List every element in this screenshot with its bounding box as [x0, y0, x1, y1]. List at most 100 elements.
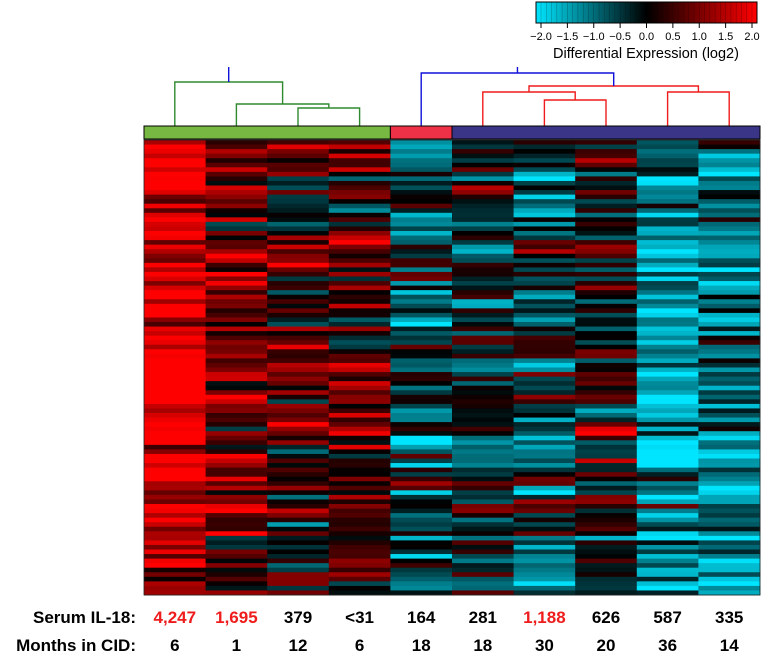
heatmap-cell: [513, 403, 576, 409]
heatmap-cell: [267, 540, 330, 546]
heatmap-cell: [205, 576, 268, 582]
heatmap-cell: [698, 408, 761, 414]
heatmap-cell: [144, 340, 206, 346]
heatmap-cell: [452, 285, 514, 291]
heatmap-cell: [513, 453, 576, 459]
months-in-cid-value: 18: [473, 636, 492, 655]
heatmap-cell: [390, 149, 453, 155]
heatmap-cell: [328, 467, 391, 473]
heatmap-cell: [144, 281, 206, 286]
heatmap-cell: [144, 476, 206, 482]
heatmap-cell: [205, 444, 268, 450]
heatmap-cell: [328, 294, 391, 300]
heatmap-cell: [698, 271, 761, 277]
heatmap-cell: [636, 540, 699, 546]
heatmap-cell: [575, 221, 638, 227]
heatmap-cell: [513, 140, 576, 145]
heatmap-cell: [144, 458, 206, 464]
heatmap-cell: [575, 235, 638, 241]
heatmap-cell: [328, 576, 391, 582]
colorbar-tick-label: 0.0: [639, 31, 654, 43]
heatmap-cell: [390, 253, 453, 259]
heatmap-cell: [698, 212, 761, 218]
heatmap-cell: [205, 167, 268, 173]
heatmap-cell: [328, 285, 391, 291]
heatmap-cell: [144, 513, 206, 519]
heatmap-cell: [390, 485, 453, 491]
heatmap-cell: [144, 303, 206, 309]
heatmap-cell: [144, 490, 206, 496]
heatmap-cell: [698, 390, 761, 396]
heatmap-cell: [575, 362, 638, 368]
heatmap-cell: [575, 176, 638, 182]
heatmap-cell: [575, 267, 638, 273]
heatmap-cell: [452, 362, 514, 368]
heatmap-cell: [513, 149, 576, 155]
heatmap-cell: [390, 303, 453, 309]
heatmap-cell: [328, 590, 391, 596]
heatmap-cell: [636, 322, 699, 327]
heatmap-cell: [698, 294, 761, 300]
heatmap-cell: [698, 335, 761, 341]
heatmap-cell: [636, 485, 699, 491]
heatmap-cell: [390, 235, 453, 241]
heatmap-cell: [575, 576, 638, 582]
heatmap-cell: [205, 258, 268, 264]
heatmap-cell: [513, 522, 576, 528]
heatmap-cell: [513, 231, 576, 236]
heatmap-cell: [575, 258, 638, 264]
heatmap-cell: [144, 153, 206, 159]
heatmap-cell: [328, 276, 391, 282]
heatmap-cell: [698, 504, 761, 509]
heatmap-cell: [698, 394, 761, 400]
heatmap-cell: [575, 158, 638, 164]
heatmap-cell: [267, 499, 330, 505]
heatmap-cell: [390, 581, 453, 587]
heatmap-cell: [390, 322, 453, 327]
heatmap-cell: [390, 508, 453, 514]
heatmap-cell: [390, 408, 453, 414]
heatmap-cell: [636, 358, 699, 364]
heatmap-cell: [328, 372, 391, 377]
heatmap-cell: [636, 140, 699, 145]
heatmap-cell: [575, 262, 638, 268]
heatmap-cell: [636, 176, 699, 182]
heatmap-cell: [698, 531, 761, 537]
heatmap-cell: [636, 167, 699, 173]
heatmap-cell: [452, 367, 514, 373]
heatmap-cell: [328, 267, 391, 273]
heatmap-cell: [390, 180, 453, 186]
heatmap-cell: [513, 376, 576, 382]
heatmap-cell: [513, 390, 576, 396]
heatmap-cell: [328, 317, 391, 323]
heatmap-cell: [144, 271, 206, 277]
heatmap-cell: [390, 554, 453, 559]
heatmap-cell: [390, 203, 453, 209]
heatmap-cell: [698, 485, 761, 491]
heatmap-cell: [267, 244, 330, 250]
heatmap-cell: [575, 535, 638, 541]
heatmap-cell: [698, 417, 761, 423]
heatmap-cell: [390, 308, 453, 314]
heatmap-cell: [267, 235, 330, 241]
heatmap-cell: [328, 240, 391, 246]
heatmap-cell: [452, 372, 514, 377]
heatmap-cell: [390, 335, 453, 341]
heatmap-cell: [205, 563, 268, 569]
heatmap-cell: [452, 581, 514, 587]
heatmap-cell: [267, 381, 330, 387]
heatmap-cell: [698, 431, 761, 437]
heatmap-cell: [452, 576, 514, 582]
heatmap-cell: [328, 408, 391, 414]
heatmap-cell: [328, 358, 391, 364]
heatmap-cell: [698, 308, 761, 314]
heatmap-cell: [513, 153, 576, 159]
heatmap-cell: [328, 303, 391, 309]
heatmap-cell: [698, 312, 761, 318]
heatmap-cell: [575, 449, 638, 455]
heatmap-cell: [328, 149, 391, 155]
heatmap-cell: [267, 185, 330, 191]
heatmap-cell: [328, 362, 391, 368]
heatmap-cell: [205, 453, 268, 459]
heatmap-cell: [513, 281, 576, 286]
